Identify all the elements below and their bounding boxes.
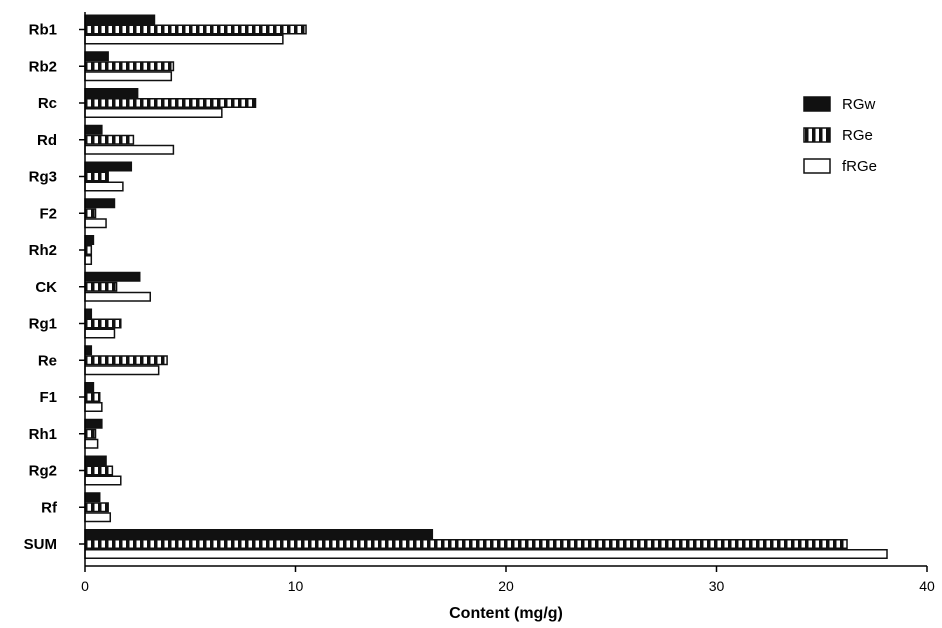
legend-label-rge: RGe <box>842 127 873 144</box>
bar-frge <box>84 71 173 82</box>
bar-rge <box>84 98 257 108</box>
category-label: Re <box>38 352 57 369</box>
category-label: Rc <box>38 95 57 112</box>
bar-frge <box>84 512 112 523</box>
bar-rge <box>84 281 118 292</box>
category-label: Rg1 <box>29 316 57 333</box>
bar-rgw <box>84 88 139 98</box>
bar-rgw <box>84 14 156 25</box>
x-tick-label: 40 <box>919 578 935 594</box>
x-tick-label: 10 <box>288 578 304 594</box>
bar-rgw <box>84 455 107 466</box>
legend-label-rgw: RGw <box>842 96 876 113</box>
bar-rge <box>84 502 109 513</box>
bar-frge <box>84 438 99 449</box>
bar-frge <box>84 291 152 302</box>
bar-frge <box>84 365 160 376</box>
bar-rge <box>84 245 93 255</box>
category-label: Rf <box>41 499 58 516</box>
bar-frge <box>84 108 223 118</box>
category-labels: Rb1 Rb2 Rc Rd Rg3 F2 Rh2 CK Rg1 Re F1 Rh1 Rg2 Rf SUM <box>24 22 85 553</box>
bar-rgw <box>84 308 93 319</box>
category-label: Rg3 <box>29 169 57 186</box>
bar-rgw <box>84 198 116 209</box>
x-axis-ticks: 0 10 20 30 40 <box>81 566 935 594</box>
bar-rgw <box>84 271 141 282</box>
bar-rgw <box>84 382 95 392</box>
bar-frge <box>84 218 107 229</box>
bar-rge <box>84 539 848 549</box>
bar-rge <box>84 134 135 145</box>
bar-rgw <box>84 124 103 135</box>
bar-frge <box>84 328 116 339</box>
category-label: Rh1 <box>29 426 57 443</box>
legend-swatch-rge <box>803 127 831 143</box>
category-label: Rb2 <box>29 58 57 75</box>
bar-rge <box>84 208 97 219</box>
bar-rge <box>84 428 97 439</box>
category-label: Rd <box>37 132 57 149</box>
category-label: CK <box>35 279 57 296</box>
bar-frge <box>84 34 284 45</box>
axes <box>84 12 927 567</box>
bar-rgw <box>84 418 103 429</box>
category-label: F2 <box>39 205 57 222</box>
bar-rgw <box>84 345 93 356</box>
bar-rge <box>84 24 307 35</box>
x-axis-title: Content (mg/g) <box>449 605 563 622</box>
bar-frge <box>84 402 103 412</box>
x-tick-label: 0 <box>81 578 89 594</box>
category-label: SUM <box>24 536 57 553</box>
bar-rgw <box>84 492 101 503</box>
bar-rgw <box>84 235 95 245</box>
bars <box>84 14 888 559</box>
category-label: Rg2 <box>29 463 57 480</box>
bar-rge <box>84 61 175 72</box>
bar-rge <box>84 465 114 476</box>
bar-rge <box>84 355 168 366</box>
x-tick-label: 30 <box>709 578 725 594</box>
legend-label-frge: fRGe <box>842 158 877 175</box>
bar-rgw <box>84 51 109 62</box>
bar-rge <box>84 318 122 329</box>
bar-rge <box>84 392 101 402</box>
bar-frge <box>84 144 175 155</box>
bar-rge <box>84 171 109 182</box>
bar-rgw <box>84 161 133 172</box>
bar-rgw <box>84 529 434 539</box>
bar-frge <box>84 255 93 265</box>
x-tick-label: 20 <box>498 578 514 594</box>
category-label: Rh2 <box>29 242 57 259</box>
legend-swatch-rgw <box>803 96 831 112</box>
bar-frge <box>84 181 124 192</box>
legend: RGw RGe fRGe <box>803 96 877 175</box>
bar-frge <box>84 549 888 559</box>
bar-frge <box>84 475 122 486</box>
legend-swatch-frge <box>803 158 831 174</box>
category-label: Rb1 <box>29 22 57 39</box>
category-label: F1 <box>39 389 57 406</box>
